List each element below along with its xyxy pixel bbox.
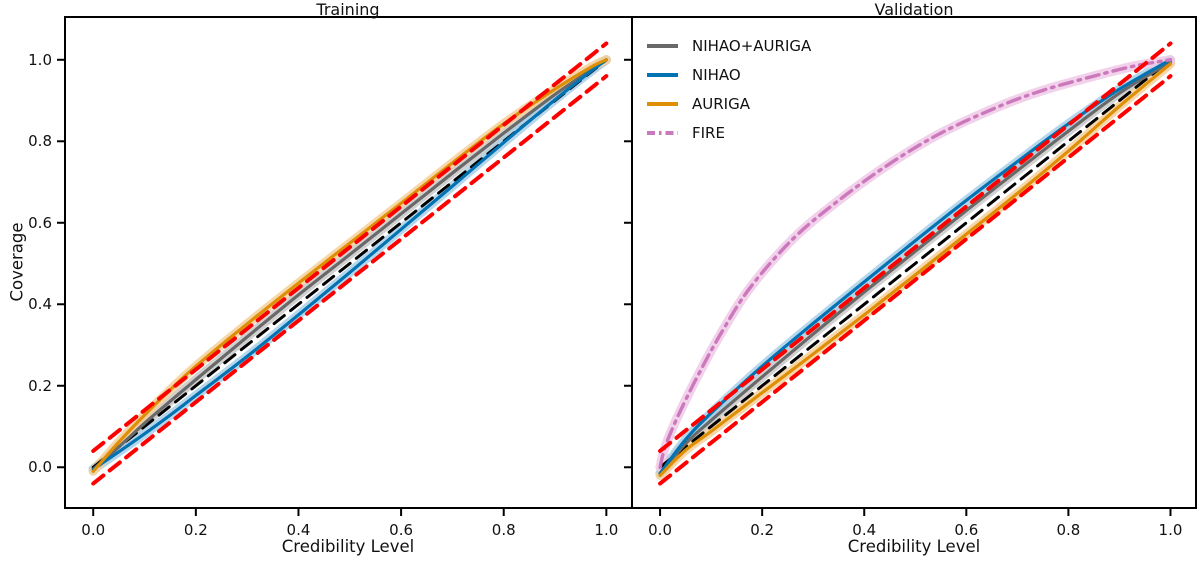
- training-x-axis-label: Credibility Level: [281, 537, 415, 556]
- legend-line-swatch: [647, 101, 678, 106]
- legend-line-swatch: [647, 72, 678, 77]
- legend-entry-fire: FIRE: [646, 118, 811, 147]
- reference-lower-bound-line: [91, 74, 609, 486]
- y-axis-label: Coverage: [7, 222, 27, 302]
- panel-spines-validation: [631, 16, 1197, 509]
- x-tick-label: 0.8: [1056, 521, 1081, 539]
- reference-upper-bound-line: [658, 41, 1173, 453]
- legend-entry-nihao-auriga: NIHAO+AURIGA: [646, 31, 811, 60]
- y-tick-label: 0.0: [28, 458, 52, 477]
- reference-upper-bound-line: [91, 41, 609, 453]
- y-tick-label: 1.0: [28, 50, 52, 69]
- series-auriga-line: [658, 62, 1173, 478]
- series-nihao-auriga-line: [658, 60, 1173, 475]
- y-tick-label: 0.2: [28, 376, 52, 395]
- reference-lower-bound-line: [658, 74, 1173, 486]
- legend-label: NIHAO+AURIGA: [692, 36, 812, 55]
- x-tick-label: 0.0: [81, 521, 106, 539]
- x-tick-label: 0.2: [183, 521, 208, 539]
- legend-label: FIRE: [692, 123, 725, 142]
- x-tick-label: 0.4: [286, 521, 311, 539]
- legend-line-swatch: [647, 130, 678, 135]
- series-nihao-auriga-line: [91, 58, 608, 471]
- legend-entry-nihao: NIHAO: [646, 60, 811, 89]
- y-tick-label: 0.6: [28, 213, 52, 232]
- y-tick-label: 0.8: [28, 132, 52, 151]
- legend: NIHAO+AURIGA NIHAO AURIGA FIRE: [646, 31, 811, 147]
- y-tick-label: 0.4: [28, 295, 52, 314]
- legend-label: NIHAO: [692, 65, 741, 84]
- legend-label: AURIGA: [692, 94, 750, 113]
- legend-entry-auriga: AURIGA: [646, 89, 811, 118]
- x-tick-label: 1.0: [1158, 521, 1183, 539]
- training-panel-title: Training: [316, 0, 380, 19]
- x-tick-label: 0.2: [750, 521, 775, 539]
- series-nihao-line: [91, 58, 608, 471]
- x-tick-label: 0.0: [648, 521, 672, 539]
- series-auriga-line: [91, 58, 608, 473]
- x-tick-label: 0.4: [852, 521, 877, 539]
- reference-identity-line: [658, 58, 1172, 469]
- legend-line-swatch: [647, 43, 678, 48]
- x-tick-label: 0.8: [491, 521, 516, 539]
- series-fire-line: [658, 58, 1173, 469]
- x-tick-label: 1.0: [594, 521, 619, 539]
- x-tick-label: 0.6: [389, 521, 414, 539]
- x-tick-label: 0.6: [954, 521, 979, 539]
- validation-x-axis-label: Credibility Level: [847, 537, 981, 556]
- validation-panel-title: Validation: [874, 0, 954, 19]
